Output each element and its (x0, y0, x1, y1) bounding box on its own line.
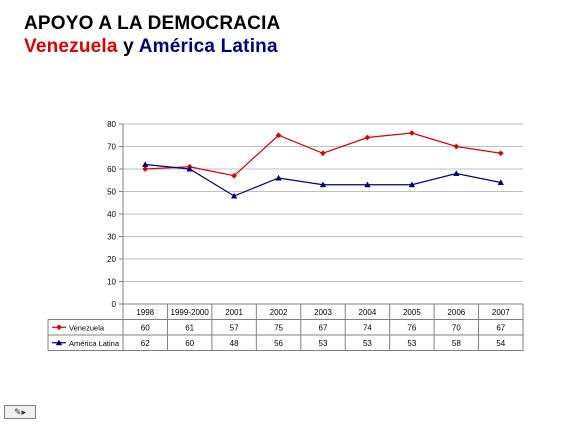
table-value: 74 (363, 323, 372, 332)
table-value: 53 (319, 339, 328, 348)
data-point (320, 150, 326, 157)
table-value: 54 (496, 339, 505, 348)
x-category-label: 1998 (136, 308, 154, 317)
slide-title: APOYO A LA DEMOCRACIA Venezuela y Améric… (24, 12, 280, 58)
title-main: APOYO A LA DEMOCRACIA (24, 13, 281, 34)
data-point (497, 150, 504, 157)
table-value: 70 (452, 323, 461, 332)
table-value: 48 (230, 339, 239, 348)
table-value: 76 (407, 323, 416, 332)
table-value: 60 (185, 339, 194, 348)
slide-navigation-icon[interactable]: ✎▸ (4, 405, 36, 419)
data-point (453, 143, 460, 150)
data-point (141, 161, 149, 167)
y-tick-label: 40 (107, 210, 116, 219)
x-category-label: 2007 (492, 308, 510, 317)
x-category-label: 1999-2000 (171, 308, 210, 317)
legend-label: Venezuela (69, 323, 105, 332)
table-value: 61 (185, 323, 194, 332)
legend-key-marker (56, 324, 62, 331)
data-point (408, 130, 415, 136)
x-category-label: 2006 (447, 308, 465, 317)
data-point (186, 165, 193, 172)
data-point (230, 192, 238, 199)
y-tick-label: 50 (107, 188, 116, 197)
title-america-latina: América Latina (138, 36, 278, 57)
x-category-label: 2001 (225, 308, 243, 317)
y-tick-label: 0 (112, 300, 117, 309)
data-point (408, 181, 416, 188)
x-category-label: 2004 (359, 308, 377, 317)
data-point (142, 166, 149, 172)
y-tick-label: 30 (107, 233, 116, 242)
table-value: 60 (141, 323, 150, 332)
table-value: 53 (363, 339, 372, 348)
x-category-label: 2005 (403, 308, 421, 317)
title-venezuela: Venezuela (24, 36, 118, 57)
data-point (497, 179, 505, 185)
data-point (364, 181, 371, 188)
table-value: 75 (274, 323, 283, 332)
data-point (275, 174, 282, 181)
y-tick-label: 60 (107, 165, 116, 174)
data-point (319, 181, 327, 188)
legend-label: América Latina (69, 339, 120, 348)
table-value: 57 (230, 323, 239, 332)
table-value: 56 (274, 339, 283, 348)
y-tick-label: 20 (107, 255, 116, 264)
y-tick-label: 10 (107, 278, 116, 287)
table-value: 53 (407, 339, 416, 348)
x-category-label: 2002 (270, 308, 288, 317)
y-tick-label: 70 (107, 143, 116, 152)
y-tick-label: 80 (107, 120, 116, 129)
table-value: 67 (496, 323, 505, 332)
table-value: 67 (319, 323, 328, 332)
title-connector: y (123, 36, 134, 57)
title-subtitle: Venezuela y América Latina (24, 35, 280, 58)
data-point (453, 170, 460, 176)
data-point (364, 134, 371, 141)
data-point (275, 132, 282, 139)
data-point (231, 172, 238, 179)
x-category-label: 2003 (314, 308, 332, 317)
legend-key-marker (55, 339, 63, 346)
table-value: 62 (141, 339, 150, 348)
table-value: 58 (452, 339, 461, 348)
